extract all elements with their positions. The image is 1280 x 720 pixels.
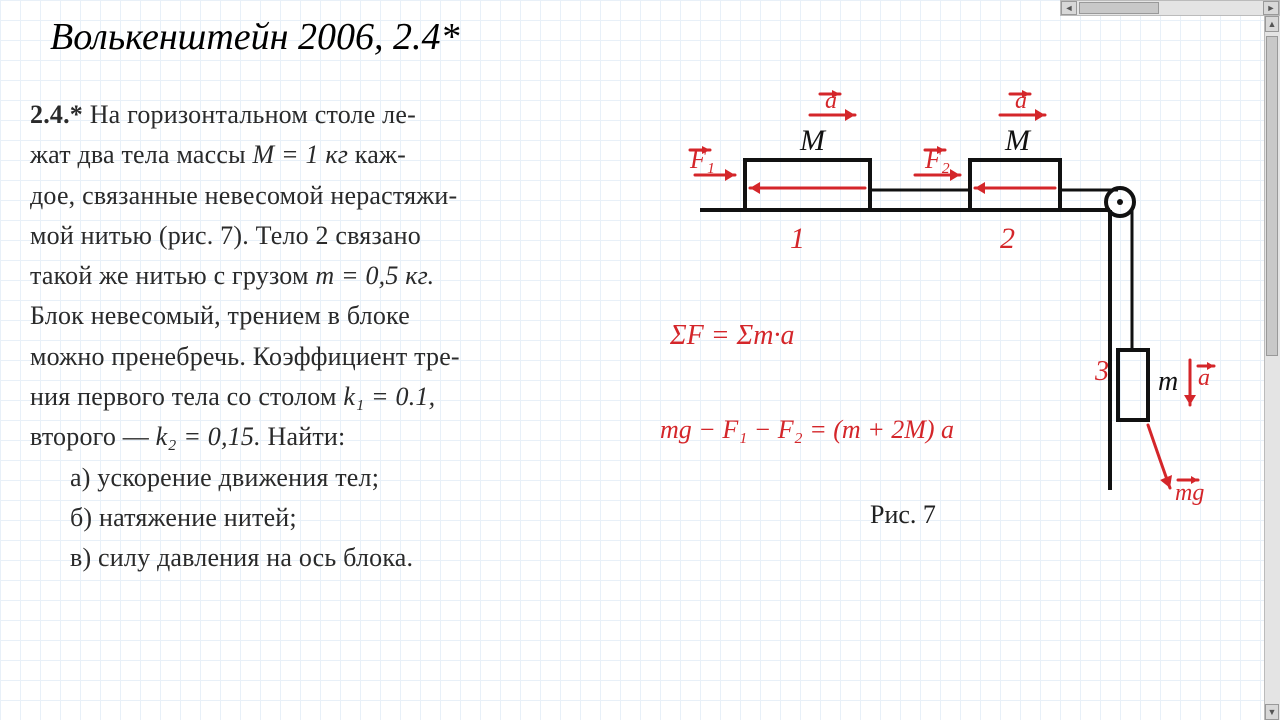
item-a: а) ускорение движения тел;: [70, 463, 379, 492]
t1: На горизонтальном столе ле-: [90, 100, 416, 129]
force-F2: F₂: [915, 145, 960, 181]
label-M1: M: [799, 124, 827, 157]
t9: второго —: [30, 422, 156, 451]
problem-number: 2.4.*: [30, 100, 83, 129]
item-b: б) натяжение нитей;: [70, 503, 297, 532]
accel-arrow-1: a: [810, 88, 855, 121]
accel-arrow-hanging: a: [1184, 360, 1214, 405]
find: Найти:: [261, 422, 346, 451]
scroll-left-arrow[interactable]: ◄: [1061, 1, 1077, 15]
label-m: m: [1158, 366, 1178, 397]
horizontal-scrollbar[interactable]: ◄ ►: [1060, 0, 1280, 16]
k1: k₁ = 0.1,: [343, 382, 435, 411]
t5: такой же нитью с грузом: [30, 261, 315, 290]
figure-caption: Рис. 7: [870, 500, 936, 530]
force-F1: F₁: [689, 145, 735, 181]
t4: мой нитью (рис. 7). Тело 2 связано: [30, 221, 421, 250]
equation-2: mg − F₁ − F₂ = (m + 2M) a: [660, 415, 954, 445]
k2: k₂ = 0,15.: [156, 422, 261, 451]
scroll-down-arrow[interactable]: ▼: [1265, 704, 1279, 720]
t6: Блок невесомый, трением в блоке: [30, 301, 410, 330]
horizontal-scroll-thumb[interactable]: [1079, 2, 1159, 14]
svg-text:mg: mg: [1175, 480, 1204, 506]
label-M2: M: [1004, 124, 1032, 157]
accel-arrow-2: a: [1000, 88, 1045, 121]
t3: дое, связанные невесомой нерастяжи-: [30, 181, 457, 210]
physics-diagram: a a M M F₁ F₂ 1 2 3 m a: [680, 80, 1240, 510]
scroll-right-arrow[interactable]: ►: [1263, 1, 1279, 15]
problem-text: 2.4.* На горизонтальном столе ле- жат дв…: [30, 95, 650, 579]
page-title: Волькенштейн 2006, 2.4*: [50, 15, 460, 59]
scroll-up-arrow[interactable]: ▲: [1265, 16, 1279, 32]
vertical-scrollbar[interactable]: ▲ ▼: [1264, 16, 1280, 720]
vertical-scroll-thumb[interactable]: [1266, 36, 1278, 356]
force-mg: mg: [1148, 425, 1204, 506]
label-body3: 3: [1094, 356, 1109, 387]
label-body2: 2: [1000, 222, 1015, 255]
item-c: в) силу давления на ось блока.: [70, 543, 413, 572]
t2: жат два тела массы: [30, 140, 252, 169]
t2b: каж-: [348, 140, 406, 169]
t8: ния первого тела со столом: [30, 382, 343, 411]
mass-M: M = 1 кг: [252, 140, 348, 169]
t7: можно пренебречь. Коэффициент тре-: [30, 342, 460, 371]
equation-1: ΣF = Σm·a: [670, 320, 795, 352]
label-body1: 1: [790, 222, 805, 255]
mass-m: m = 0,5 кг.: [315, 261, 434, 290]
